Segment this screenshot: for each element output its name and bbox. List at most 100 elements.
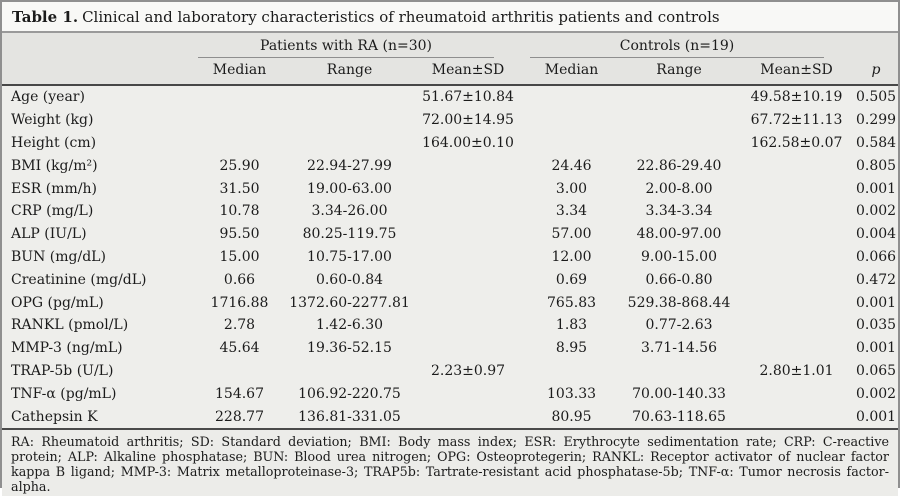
cell-controls-range: 22.86-29.40 bbox=[636, 157, 722, 174]
cell-parameter: Age (year) bbox=[11, 89, 85, 106]
cell-controls-range: 9.00-15.00 bbox=[641, 248, 717, 265]
cell-controls-mean-sd bbox=[739, 337, 854, 360]
cell-ra-median: 10.78 bbox=[219, 203, 260, 220]
cell-ra-mean-sd: 72.00±14.95 bbox=[422, 112, 514, 129]
cell-p-value: 0.004 bbox=[855, 226, 897, 243]
cell-parameter: Creatinine (mg/dL) bbox=[11, 271, 147, 288]
cell-p-value: 0.001 bbox=[855, 408, 897, 425]
cell-controls-mean-sd: 67.72±11.13 bbox=[750, 112, 843, 129]
table-row: ALP (IU/L) 95.50 80.25-119.75 57.00 48.0… bbox=[2, 223, 898, 246]
cell-controls-mean-sd bbox=[739, 177, 854, 200]
cell-controls-range: 3.71-14.56 bbox=[641, 340, 717, 357]
cell-ra-mean-sd bbox=[412, 177, 524, 200]
cell-ra-mean-sd bbox=[412, 223, 524, 246]
param-column-header bbox=[2, 58, 192, 86]
table-row: CRP (mg/L) 10.78 3.34-26.00 3.34 3.34-3.… bbox=[2, 200, 898, 223]
cell-controls-mean-sd bbox=[739, 405, 854, 428]
cell-controls-range bbox=[619, 360, 739, 383]
cell-controls-median bbox=[524, 132, 619, 155]
table-row: OPG (pg/mL) 1716.88 1372.60-2277.81 765.… bbox=[2, 291, 898, 314]
cell-controls-median: 12.00 bbox=[551, 248, 592, 265]
cell-p-value: 0.035 bbox=[855, 317, 897, 334]
cell-ra-median: 95.50 bbox=[219, 226, 260, 243]
cell-controls-range bbox=[619, 109, 739, 132]
cell-controls-range: 70.00-140.33 bbox=[632, 385, 726, 402]
cell-controls-median: 0.69 bbox=[555, 271, 588, 288]
cell-controls-median bbox=[524, 360, 619, 383]
cell-controls-mean-sd bbox=[739, 314, 854, 337]
cell-controls-mean-sd: 162.58±0.07 bbox=[750, 134, 843, 151]
sub-header-row: Median Range Mean±SD Median Range Mean±S… bbox=[2, 58, 899, 86]
table-row: Creatinine (mg/dL) 0.66 0.60-0.84 0.69 0… bbox=[2, 268, 898, 291]
table-row: Weight (kg) 72.00±14.95 67.72±11.13 0.29… bbox=[2, 109, 898, 132]
cell-ra-mean-sd bbox=[412, 337, 524, 360]
cell-controls-range: 529.38-868.44 bbox=[627, 294, 731, 311]
cell-p-value: 0.805 bbox=[855, 157, 897, 174]
cell-ra-range: 3.34-26.00 bbox=[311, 203, 388, 220]
cell-parameter: ALP (IU/L) bbox=[11, 226, 87, 243]
cell-ra-mean-sd bbox=[412, 291, 524, 314]
cell-controls-mean-sd bbox=[739, 268, 854, 291]
cell-p-value: 0.472 bbox=[855, 271, 897, 288]
group-header-ra: Patients with RA (n=30) bbox=[198, 38, 495, 58]
cell-ra-range: 19.00-63.00 bbox=[307, 180, 392, 197]
cell-p-value: 0.065 bbox=[855, 362, 897, 379]
cell-ra-range: 10.75-17.00 bbox=[307, 248, 392, 265]
cell-parameter: Cathepsin K bbox=[11, 408, 98, 425]
cell-ra-median: 45.64 bbox=[219, 340, 260, 357]
param-header-spacer bbox=[2, 33, 192, 58]
cell-ra-mean-sd bbox=[412, 268, 524, 291]
cell-controls-median: 765.83 bbox=[547, 294, 597, 311]
table-caption: Clinical and laboratory characteristics … bbox=[82, 8, 720, 26]
cell-ra-range: 1.42-6.30 bbox=[315, 317, 384, 334]
cell-ra-median: 31.50 bbox=[219, 180, 260, 197]
cell-p-value: 0.001 bbox=[855, 180, 897, 197]
cell-controls-mean-sd: 2.80±1.01 bbox=[759, 362, 834, 379]
cell-p-value: 0.066 bbox=[855, 248, 897, 265]
cell-ra-median: 228.77 bbox=[215, 408, 264, 425]
cell-ra-range bbox=[287, 132, 412, 155]
cell-p-value: 0.505 bbox=[855, 89, 897, 106]
table-row: BUN (mg/dL) 15.00 10.75-17.00 12.00 9.00… bbox=[2, 246, 898, 269]
cell-ra-median: 25.90 bbox=[219, 157, 260, 174]
cell-controls-mean-sd bbox=[739, 382, 854, 405]
controls-median-header: Median bbox=[524, 58, 620, 86]
table-row: TRAP-5b (U/L) 2.23±0.97 2.80±1.01 0.065 bbox=[2, 360, 898, 383]
cell-ra-mean-sd: 51.67±10.84 bbox=[422, 89, 514, 106]
cell-controls-range: 48.00-97.00 bbox=[636, 226, 722, 243]
table-row: Cathepsin K 228.77 136.81-331.05 80.95 7… bbox=[2, 405, 898, 428]
cell-controls-range: 0.66-0.80 bbox=[645, 271, 713, 288]
cell-ra-range: 0.60-0.84 bbox=[315, 271, 384, 288]
cell-parameter: TRAP-5b (U/L) bbox=[11, 362, 114, 379]
group-header-row: Patients with RA (n=30) Controls (n=19) bbox=[2, 33, 898, 58]
cell-controls-mean-sd: 49.58±10.19 bbox=[750, 89, 843, 106]
table-row: Age (year) 51.67±10.84 49.58±10.19 0.505 bbox=[2, 85, 898, 109]
cell-parameter: BUN (mg/dL) bbox=[11, 248, 106, 265]
cell-p-value: 0.002 bbox=[855, 203, 897, 220]
table-row: Height (cm) 164.00±0.10 162.58±0.07 0.58… bbox=[2, 132, 898, 155]
cell-parameter: RANKL (pmol/L) bbox=[11, 317, 129, 334]
cell-ra-median: 154.67 bbox=[215, 385, 264, 402]
cell-ra-median bbox=[192, 132, 287, 155]
group-header-controls: Controls (n=19) bbox=[530, 38, 825, 58]
cell-ra-range bbox=[287, 109, 412, 132]
cell-p-value: 0.001 bbox=[855, 340, 897, 357]
cell-ra-median: 2.78 bbox=[223, 317, 256, 334]
cell-controls-median: 103.33 bbox=[547, 385, 597, 402]
group-header-controls-cell: Controls (n=19) bbox=[524, 33, 854, 58]
cell-controls-mean-sd bbox=[739, 223, 854, 246]
table-row: BMI (kg/m²) 25.90 22.94-27.99 24.46 22.8… bbox=[2, 154, 898, 177]
group-header-ra-cell: Patients with RA (n=30) bbox=[192, 33, 524, 58]
cell-ra-range: 22.94-27.99 bbox=[307, 157, 392, 174]
cell-parameter: Weight (kg) bbox=[11, 112, 94, 129]
cell-ra-median bbox=[192, 85, 287, 109]
cell-p-value: 0.299 bbox=[855, 112, 897, 129]
cell-ra-range bbox=[287, 85, 412, 109]
cell-parameter: Height (cm) bbox=[11, 134, 97, 151]
cell-controls-range: 2.00-8.00 bbox=[645, 180, 713, 197]
cell-controls-mean-sd bbox=[739, 246, 854, 269]
table-row: RANKL (pmol/L) 2.78 1.42-6.30 1.83 0.77-… bbox=[2, 314, 898, 337]
controls-meansd-header: Mean±SD bbox=[739, 58, 855, 86]
table-header: Patients with RA (n=30) Controls (n=19) … bbox=[2, 33, 899, 86]
